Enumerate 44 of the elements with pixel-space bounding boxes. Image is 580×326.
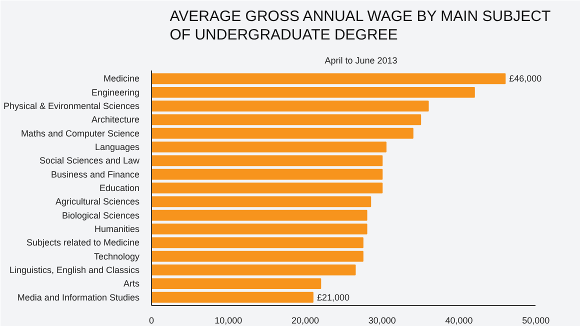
y-tick-label: Maths and Computer Science bbox=[20, 128, 140, 138]
x-tick-label: 50,000 bbox=[522, 316, 550, 326]
bar bbox=[152, 142, 386, 152]
bar bbox=[152, 100, 429, 112]
y-tick-label: Physical & Evironmental Sciences bbox=[3, 101, 140, 112]
bar bbox=[152, 128, 414, 139]
bar bbox=[152, 155, 383, 166]
y-tick-label: Education bbox=[99, 183, 140, 193]
y-tick-label: Languages bbox=[94, 142, 140, 152]
data-label: £46,000 bbox=[509, 74, 542, 84]
chart-subtitle: April to June 2013 bbox=[324, 56, 398, 66]
y-tick-label: Media and Information Studies bbox=[17, 292, 140, 302]
y-tick-label: Humanities bbox=[94, 224, 140, 234]
bar bbox=[152, 292, 314, 303]
y-tick-label: Technology bbox=[94, 251, 140, 262]
x-tick-label: 30,000 bbox=[368, 316, 396, 326]
bar bbox=[152, 196, 372, 208]
y-tick-label: Social Sciences and Law bbox=[39, 156, 140, 166]
bar bbox=[152, 168, 383, 180]
bar bbox=[152, 182, 383, 194]
y-tick-label: Linguistics, English and Classics bbox=[9, 264, 140, 275]
y-tick-label: Engineering bbox=[91, 87, 140, 98]
x-tick-label: 40,000 bbox=[445, 316, 473, 326]
bar bbox=[152, 73, 506, 84]
bar bbox=[152, 224, 368, 234]
y-tick-label: Business and Finance bbox=[50, 169, 140, 180]
bar bbox=[152, 210, 368, 221]
bar bbox=[152, 237, 364, 248]
bar bbox=[152, 264, 356, 276]
x-tick-label: 20,000 bbox=[292, 316, 320, 326]
x-tick-label: 10,000 bbox=[214, 316, 242, 326]
bar bbox=[152, 114, 422, 126]
data-label: £21,000 bbox=[316, 292, 350, 302]
x-tick-label: 0 bbox=[148, 316, 154, 326]
chart-title: AVERAGE GROSS ANNUAL WAGE BY MAIN SUBJECT OF UNDERGRADUATE DEGREE bbox=[170, 8, 551, 44]
y-tick-label: Medicine bbox=[103, 74, 140, 84]
y-tick-label: Subjects related to Medicine bbox=[26, 238, 140, 248]
y-tick-label: Agricultural Sciences bbox=[55, 196, 140, 207]
bar bbox=[152, 86, 475, 98]
bar bbox=[152, 278, 322, 290]
bar bbox=[152, 250, 364, 262]
y-tick-label: Arts bbox=[124, 278, 140, 289]
y-tick-label: Biological Sciences bbox=[62, 210, 140, 220]
y-tick-label: Architecture bbox=[91, 114, 140, 125]
